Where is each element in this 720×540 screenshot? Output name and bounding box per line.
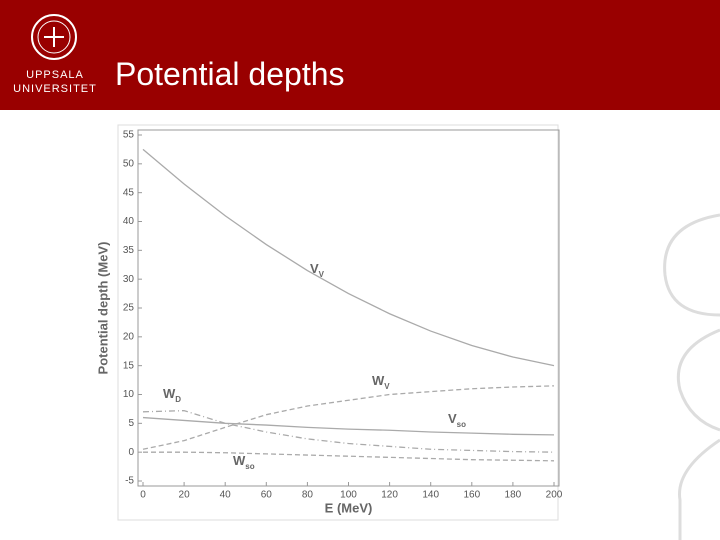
x-axis-label: E (MeV) <box>325 500 373 515</box>
y-tick-label: 25 <box>123 303 135 314</box>
x-tick-label: 200 <box>546 490 563 501</box>
y-tick-label: 5 <box>128 418 134 429</box>
series-name: W <box>233 453 246 468</box>
x-tick-label: 140 <box>422 490 439 501</box>
university-seal <box>31 14 77 60</box>
y-tick-label: 15 <box>123 360 135 371</box>
y-tick-label: 0 <box>128 447 134 458</box>
y-tick-label: 40 <box>123 216 135 227</box>
y-tick-label: 10 <box>123 389 135 400</box>
series-subscript: V <box>384 382 390 391</box>
x-tick-label: 100 <box>340 490 357 501</box>
y-tick-label: 30 <box>123 274 135 285</box>
series-subscript: so <box>457 420 466 429</box>
university-line: UNIVERSITET <box>13 83 97 95</box>
series-label: VV <box>310 261 325 279</box>
y-tick-label: 35 <box>123 245 135 256</box>
y-tick-label: 50 <box>123 158 135 169</box>
series-line <box>142 409 555 453</box>
y-tick-label: 45 <box>123 187 135 198</box>
y-axis-label: Potential depth (MeV) <box>95 242 110 375</box>
x-tick-label: 20 <box>179 490 191 501</box>
series-name: V <box>310 261 319 276</box>
series-subscript: D <box>175 395 181 404</box>
series-name: V <box>448 411 457 426</box>
x-tick-label: 80 <box>302 490 314 501</box>
series-line <box>142 385 555 450</box>
y-tick-label: 20 <box>123 331 135 342</box>
series-label: Wso <box>233 453 255 471</box>
x-tick-label: 120 <box>381 490 398 501</box>
x-tick-label: 180 <box>505 490 522 501</box>
x-tick-label: 40 <box>220 490 232 501</box>
x-tick-label: 160 <box>463 490 480 501</box>
series-line <box>143 451 555 462</box>
series-label: Vso <box>448 411 466 429</box>
slide-title: Potential depths <box>115 56 345 92</box>
series-line <box>142 416 555 436</box>
university-name: UPPSALA UNIVERSITET <box>12 68 98 96</box>
series-name: W <box>372 373 385 388</box>
series-subscript: V <box>319 270 325 279</box>
series-subscript: so <box>245 462 254 471</box>
decoration <box>663 213 720 540</box>
x-tick-label: 0 <box>140 490 146 501</box>
series-label: WD <box>163 386 181 404</box>
y-tick-label: 55 <box>123 130 135 141</box>
chart-frame <box>117 124 559 521</box>
x-tick-label: 60 <box>261 490 273 501</box>
header-banner <box>0 0 720 110</box>
y-tick-label: -5 <box>125 476 134 487</box>
series-name: W <box>163 386 176 401</box>
series-label: WV <box>372 373 390 391</box>
university-line: UPPSALA <box>26 69 84 81</box>
series-line <box>142 148 555 367</box>
